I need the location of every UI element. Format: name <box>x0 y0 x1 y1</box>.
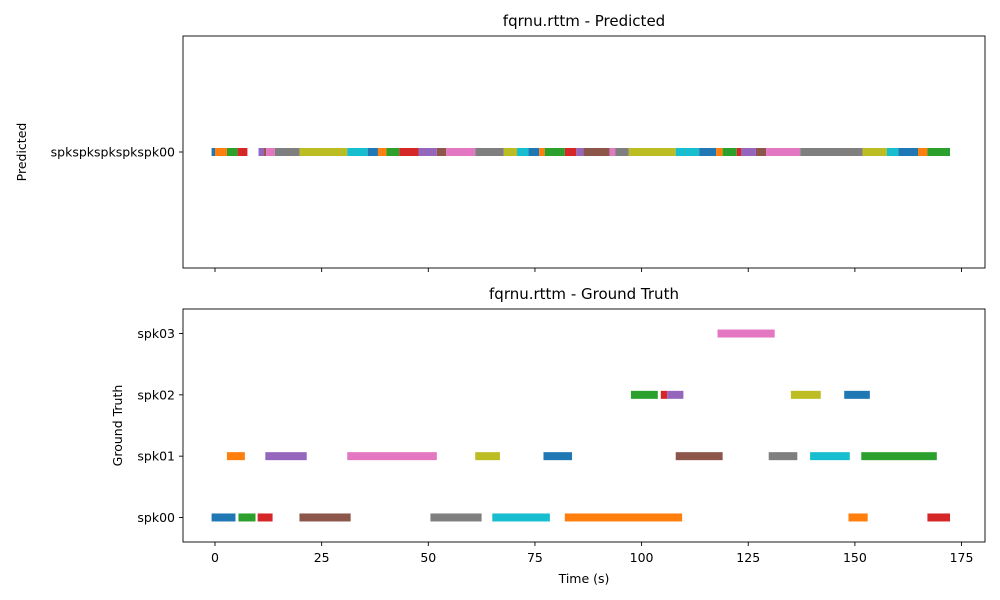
y-tick-label: spk00 <box>137 510 175 525</box>
segment-spkspkspkspkspk00-38 <box>862 148 887 156</box>
segment-spkspkspkspkspk00-16 <box>446 148 476 156</box>
segment-spkspkspkspkspk00-17 <box>475 148 504 156</box>
y-tick-label: spk03 <box>137 326 175 341</box>
segment-spk00-8 <box>927 513 951 522</box>
segment-spkspkspkspkspk00-31 <box>716 148 723 156</box>
segment-spk00-7 <box>848 513 868 522</box>
segment-spkspkspkspkspk00-20 <box>528 148 540 156</box>
segment-spk01-14 <box>675 452 723 461</box>
segment-spkspkspkspkspk00-8 <box>299 148 348 156</box>
segment-spk01-15 <box>768 452 798 461</box>
segment-spkspkspkspkspk00-7 <box>274 148 300 156</box>
segment-spkspkspkspkspk00-30 <box>699 148 717 156</box>
y-tick-label: spk01 <box>137 449 175 464</box>
segment-spkspkspkspkspk00-21 <box>539 148 545 156</box>
segment-spkspkspkspkspk00-23 <box>564 148 577 156</box>
predicted-panel: spkspkspkspkspk00 fqrnu.rttm - Predicted P… <box>14 12 986 272</box>
segment-spk02-18 <box>630 390 658 399</box>
segment-spkspkspkspkspk00-1 <box>214 148 227 156</box>
segment-spk00-6 <box>564 513 683 522</box>
x-tick-label: 100 <box>630 550 654 565</box>
axes-frame <box>182 308 986 543</box>
segment-spk02-20 <box>667 390 684 399</box>
x-tick-label: 0 <box>211 550 219 565</box>
segment-spk00-1 <box>238 513 256 522</box>
segment-spkspkspkspkspk00-18 <box>503 148 518 156</box>
ground-truth-panel: 0 25 50 75 100 125 150 175 spk00 spk01 spk02 spk03 f… <box>110 285 986 586</box>
segment-spk00-2 <box>257 513 273 522</box>
segment-spkspkspkspkspk00-2 <box>226 148 238 156</box>
segment-spkspkspkspkspk00-10 <box>367 148 378 156</box>
segment-spkspkspkspkspk00-0 <box>211 148 215 156</box>
segment-spk02-22 <box>844 390 870 399</box>
x-tick-label: 75 <box>527 550 543 565</box>
segment-spkspkspkspkspk00-28 <box>628 148 676 156</box>
segment-spkspkspkspkspk00-19 <box>517 148 529 156</box>
segment-spkspkspkspkspk00-35 <box>755 148 767 156</box>
segment-spkspkspkspkspk00-9 <box>347 148 368 156</box>
segment-spkspkspkspkspk00-11 <box>377 148 387 156</box>
x-tick-label: 50 <box>420 550 436 565</box>
panel-title: fqrnu.rttm - Predicted <box>503 12 665 30</box>
segment-spk00-5 <box>492 513 550 522</box>
panel-title: fqrnu.rttm - Ground Truth <box>489 285 679 303</box>
segment-spkspkspkspkspk00-37 <box>800 148 863 156</box>
segment-spkspkspkspkspk00-6 <box>266 148 275 156</box>
segment-spk00-0 <box>211 513 236 522</box>
segment-spkspkspkspkspk00-15 <box>436 148 447 156</box>
y-axis-label: Predicted <box>14 123 29 182</box>
segment-spkspkspkspkspk00-13 <box>399 148 419 156</box>
segment-spk01-13 <box>543 452 573 461</box>
x-tick-label: 175 <box>950 550 974 565</box>
segment-spkspkspkspkspk00-32 <box>722 148 737 156</box>
segment-spkspkspkspkspk00-29 <box>675 148 700 156</box>
segment-spk00-4 <box>430 513 482 522</box>
segment-spkspkspkspkspk00-12 <box>386 148 400 156</box>
y-tick-label: spk02 <box>137 387 175 402</box>
y-tick-label: spkspkspkspkspk00 <box>51 145 175 160</box>
segment-spkspkspkspkspk00-39 <box>886 148 899 156</box>
segment-spkspkspkspkspk00-27 <box>615 148 629 156</box>
segment-spk01-17 <box>861 452 937 461</box>
segment-spk02-21 <box>790 390 821 399</box>
segment-spk03-23 <box>717 329 775 338</box>
segment-spkspkspkspkspk00-40 <box>898 148 919 156</box>
segment-spkspkspkspkspk00-4 <box>258 148 265 156</box>
segment-spkspkspkspkspk00-41 <box>918 148 928 156</box>
x-tick-label: 150 <box>843 550 867 565</box>
segment-spkspkspkspkspk00-14 <box>418 148 437 156</box>
y-axis-label: Ground Truth <box>110 385 125 467</box>
segment-spkspkspkspkspk00-36 <box>766 148 801 156</box>
segment-spkspkspkspkspk00-34 <box>740 148 756 156</box>
x-tick-label: 125 <box>736 550 760 565</box>
segment-spk01-9 <box>226 452 245 461</box>
segment-spkspkspkspkspk00-3 <box>237 148 248 156</box>
x-tick-label: 25 <box>314 550 330 565</box>
segment-spk00-3 <box>299 513 351 522</box>
segment-spk01-11 <box>347 452 437 461</box>
segment-spkspkspkspkspk00-22 <box>544 148 565 156</box>
segment-spkspkspkspkspk00-25 <box>583 148 610 156</box>
x-axis-label: Time (s) <box>558 571 610 586</box>
segment-spkspkspkspkspk00-33 <box>736 148 741 156</box>
segment-spk01-10 <box>265 452 307 461</box>
segment-spkspkspkspkspk00-26 <box>609 148 616 156</box>
segment-spkspkspkspkspk00-42 <box>927 148 951 156</box>
segment-spk01-16 <box>810 452 850 461</box>
segment-spk01-12 <box>475 452 500 461</box>
segment-spk02-19 <box>660 390 668 399</box>
segment-spkspkspkspkspk00-24 <box>576 148 584 156</box>
segment-spkspkspkspkspk00-5 <box>264 148 267 156</box>
